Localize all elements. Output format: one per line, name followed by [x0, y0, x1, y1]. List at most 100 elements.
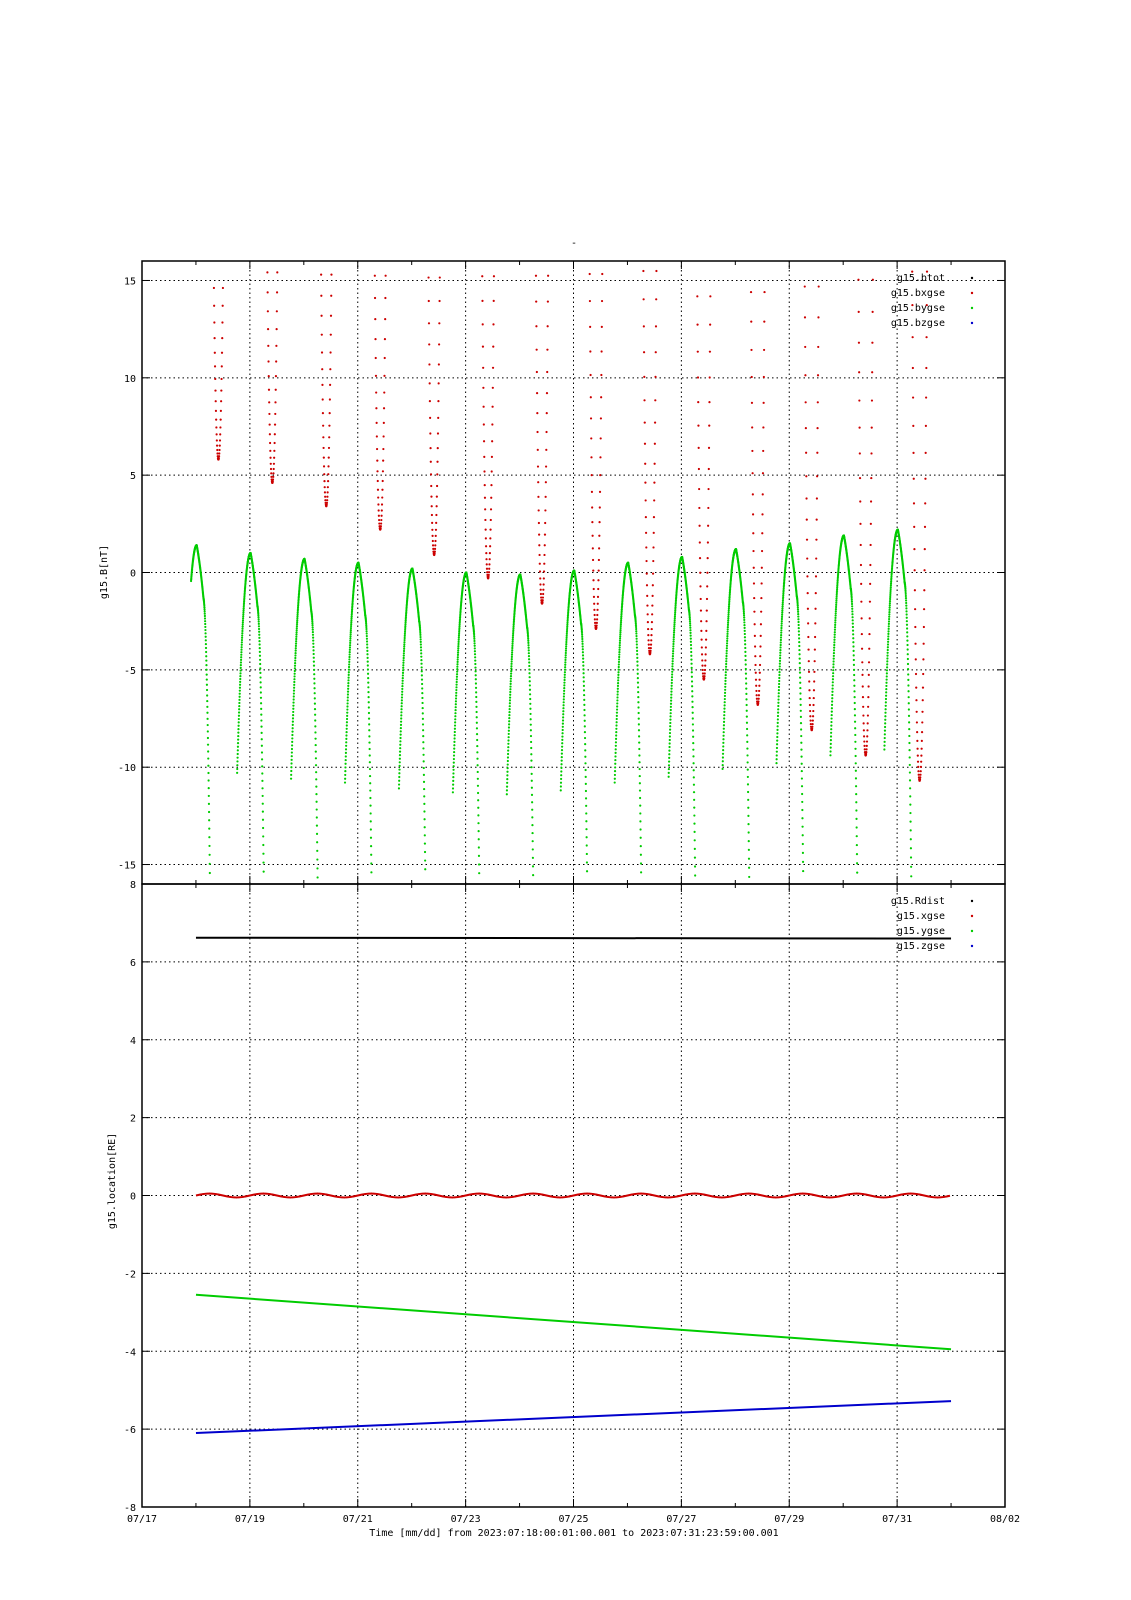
data-point: [452, 765, 455, 768]
data-point: [505, 789, 509, 792]
data-point: [854, 762, 857, 765]
data-point: [261, 826, 265, 830]
data-point: [755, 694, 758, 697]
data-point: [861, 696, 865, 699]
data-point: [344, 755, 347, 758]
data-point: [380, 518, 383, 522]
data-point: [909, 838, 912, 841]
data-point: [673, 615, 677, 618]
data-point: [260, 751, 264, 754]
data-point: [750, 348, 753, 352]
data-point: [477, 863, 481, 866]
data-point: [455, 678, 458, 681]
data-point: [834, 623, 837, 626]
data-point: [777, 701, 780, 704]
data-point: [815, 497, 818, 500]
data-point: [261, 772, 264, 775]
data-point: [744, 654, 747, 658]
data-point: [583, 719, 586, 722]
data-point: [474, 674, 477, 677]
data-point: [506, 767, 509, 770]
data-point: [564, 649, 568, 652]
data-point: [854, 733, 857, 737]
data-point: [344, 770, 347, 773]
data-point: [527, 641, 530, 644]
data-point: [458, 618, 462, 621]
data-point: [261, 794, 264, 798]
data-point: [527, 649, 530, 652]
data-point: [399, 723, 403, 726]
data-point: [797, 630, 800, 633]
data-point: [401, 687, 404, 691]
data-point: [491, 423, 494, 426]
data-point: [614, 751, 617, 754]
data-point: [257, 622, 260, 625]
data-point: [916, 731, 919, 734]
data-point: [477, 846, 480, 849]
data-point: [453, 727, 457, 730]
data-point: [527, 646, 530, 649]
data-point: [513, 616, 516, 620]
data-point: [743, 621, 746, 624]
data-point: [637, 729, 641, 732]
data-point: [639, 828, 642, 831]
data-point: [616, 699, 619, 702]
data-point: [506, 763, 509, 766]
data-point: [755, 689, 758, 693]
data-point: [699, 609, 703, 612]
data-point: [580, 630, 583, 633]
data-point: [696, 295, 699, 298]
data-point: [458, 619, 461, 623]
data-point: [722, 738, 725, 741]
data-point: [400, 696, 404, 699]
data-point: [851, 629, 855, 632]
data-point: [908, 741, 911, 745]
data-point: [259, 681, 262, 684]
data-point: [561, 742, 564, 745]
data-point: [889, 582, 893, 585]
data-point: [748, 875, 751, 879]
data-point: [672, 640, 675, 643]
data-point: [457, 634, 461, 637]
data-point: [906, 643, 909, 647]
data-point: [398, 750, 402, 753]
data-point: [293, 669, 296, 673]
data-point: [591, 558, 595, 562]
data-point: [801, 825, 804, 828]
data-point: [526, 634, 530, 637]
data-point: [564, 651, 567, 655]
data-point: [457, 640, 460, 643]
data-point: [914, 672, 918, 676]
data-point: [207, 764, 210, 767]
data-point: [529, 729, 532, 732]
data-point: [508, 720, 511, 723]
data-point: [653, 481, 656, 484]
data-point: [272, 462, 276, 465]
x-tick-label: 07/23: [451, 1514, 481, 1525]
data-point: [405, 612, 408, 615]
data-point: [349, 628, 352, 632]
data-point: [904, 592, 907, 596]
data-point: [925, 396, 928, 399]
data-point: [751, 426, 754, 429]
data-point: [527, 652, 530, 655]
data-point: [751, 449, 754, 453]
data-point: [805, 518, 808, 521]
data-point: [205, 659, 208, 662]
data-point: [727, 611, 730, 614]
data-point: [778, 673, 781, 677]
data-point: [615, 731, 618, 734]
data-point: [484, 545, 488, 548]
data-point: [581, 642, 584, 645]
data-point: [486, 571, 489, 574]
data-point: [296, 619, 299, 622]
data-point: [592, 595, 596, 598]
data-point: [652, 546, 655, 549]
data-point: [781, 603, 784, 606]
data-point: [270, 475, 273, 478]
data-point: [510, 653, 514, 656]
data-point: [635, 646, 639, 649]
data-point: [723, 710, 726, 713]
data-point: [884, 701, 887, 704]
